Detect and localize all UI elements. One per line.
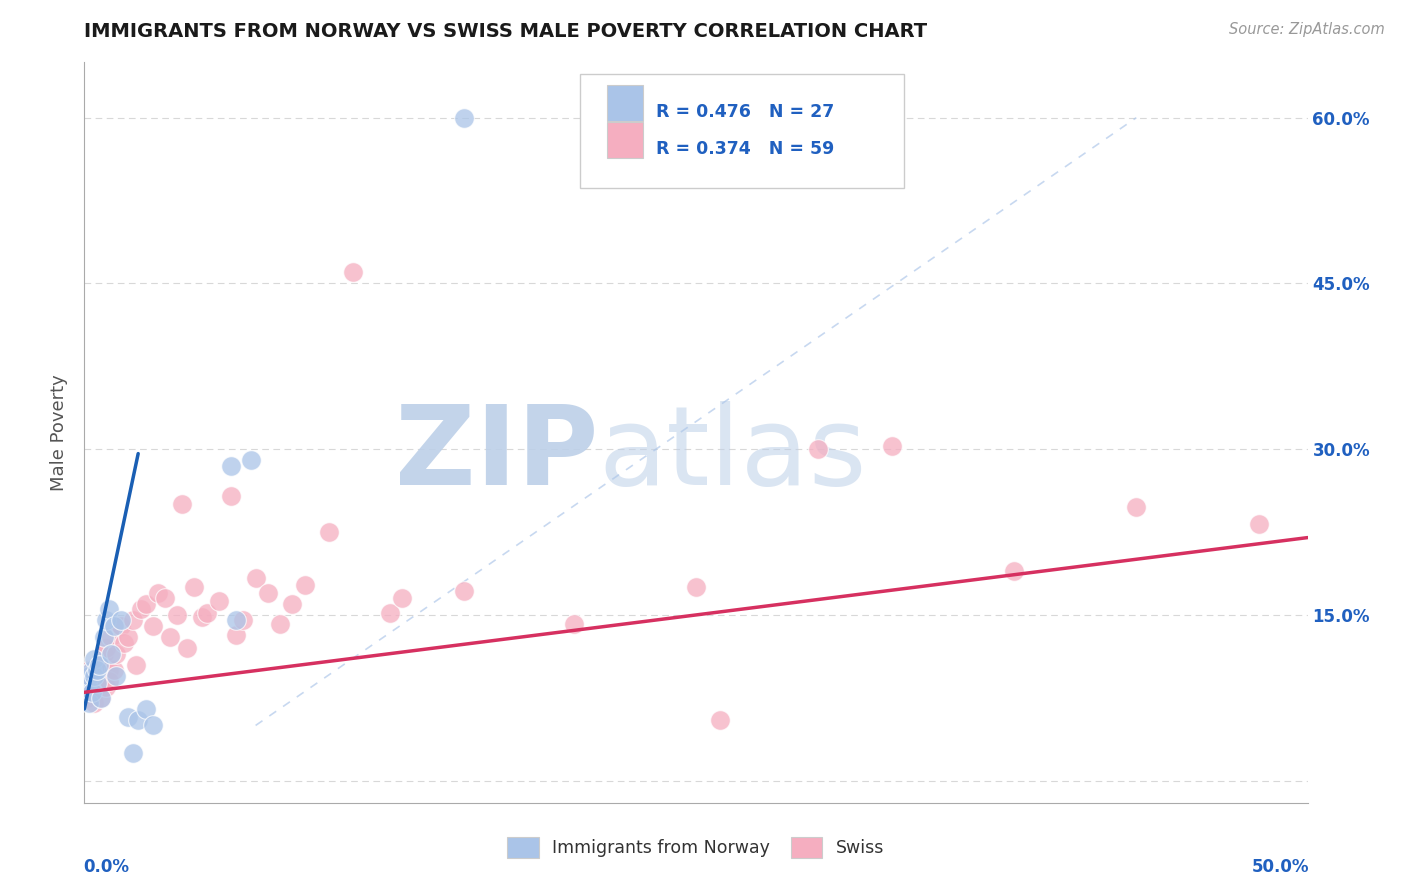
- Point: [183, 580, 205, 594]
- Point: [87, 657, 110, 672]
- Point: [219, 458, 242, 473]
- Text: 0.0%: 0.0%: [83, 858, 129, 876]
- Point: [100, 647, 122, 661]
- Point: [83, 669, 105, 683]
- Point: [318, 524, 340, 539]
- Point: [380, 606, 402, 620]
- Point: [159, 630, 181, 644]
- Bar: [606, 86, 644, 121]
- Point: [110, 614, 132, 628]
- Point: [77, 680, 100, 694]
- Point: [87, 676, 110, 690]
- Y-axis label: Male Poverty: Male Poverty: [51, 375, 69, 491]
- Point: [122, 614, 145, 628]
- Point: [166, 607, 188, 622]
- Point: [77, 669, 100, 683]
- Point: [83, 652, 105, 666]
- Text: atlas: atlas: [598, 401, 866, 508]
- Point: [100, 630, 122, 644]
- Point: [239, 453, 262, 467]
- Point: [83, 669, 105, 683]
- Point: [342, 265, 364, 279]
- Text: IMMIGRANTS FROM NORWAY VS SWISS MALE POVERTY CORRELATION CHART: IMMIGRANTS FROM NORWAY VS SWISS MALE POV…: [84, 22, 928, 41]
- Point: [208, 593, 231, 607]
- Point: [93, 647, 115, 661]
- Point: [453, 583, 475, 598]
- Point: [135, 702, 157, 716]
- Point: [125, 657, 148, 672]
- Point: [225, 614, 247, 628]
- Point: [90, 690, 112, 705]
- Text: 50.0%: 50.0%: [1251, 858, 1309, 876]
- Point: [77, 663, 100, 677]
- Point: [97, 674, 120, 689]
- Point: [76, 674, 98, 689]
- Point: [112, 635, 135, 649]
- Point: [1125, 500, 1147, 514]
- Point: [142, 718, 165, 732]
- Point: [880, 439, 903, 453]
- Point: [129, 602, 152, 616]
- Point: [1002, 564, 1025, 578]
- Point: [96, 680, 118, 694]
- Point: [562, 616, 585, 631]
- Point: [86, 676, 108, 690]
- Point: [807, 442, 830, 457]
- Point: [93, 630, 115, 644]
- Point: [176, 641, 198, 656]
- Point: [122, 746, 145, 760]
- Point: [135, 597, 157, 611]
- Point: [391, 591, 413, 606]
- Point: [80, 663, 103, 677]
- Point: [103, 619, 125, 633]
- Point: [103, 663, 125, 677]
- Text: ZIP: ZIP: [395, 401, 598, 508]
- Point: [97, 602, 120, 616]
- Point: [257, 586, 280, 600]
- Point: [709, 713, 731, 727]
- Point: [110, 619, 132, 633]
- Point: [80, 685, 103, 699]
- Point: [90, 690, 112, 705]
- Point: [269, 616, 291, 631]
- Point: [105, 647, 128, 661]
- Point: [90, 669, 112, 683]
- Point: [86, 663, 108, 677]
- Point: [127, 713, 149, 727]
- Point: [117, 630, 139, 644]
- Point: [294, 578, 316, 592]
- Point: [105, 669, 128, 683]
- Point: [685, 580, 707, 594]
- Point: [96, 641, 118, 656]
- Point: [245, 572, 267, 586]
- Bar: [606, 122, 644, 158]
- Point: [146, 586, 169, 600]
- Point: [172, 498, 194, 512]
- Point: [153, 591, 176, 606]
- Point: [219, 489, 242, 503]
- Point: [117, 709, 139, 723]
- Point: [83, 697, 105, 711]
- Point: [142, 619, 165, 633]
- Point: [77, 697, 100, 711]
- Text: R = 0.374   N = 59: R = 0.374 N = 59: [655, 140, 834, 158]
- Point: [1247, 517, 1270, 532]
- Point: [232, 614, 254, 628]
- Point: [453, 111, 475, 125]
- Point: [80, 685, 103, 699]
- Legend: Immigrants from Norway, Swiss: Immigrants from Norway, Swiss: [501, 830, 891, 864]
- Point: [97, 663, 120, 677]
- Point: [86, 674, 108, 689]
- Point: [93, 657, 115, 672]
- Point: [195, 606, 218, 620]
- Text: R = 0.476   N = 27: R = 0.476 N = 27: [655, 103, 834, 121]
- Point: [225, 628, 247, 642]
- Point: [76, 690, 98, 705]
- FancyBboxPatch shape: [579, 73, 904, 188]
- Point: [87, 663, 110, 677]
- Point: [281, 597, 304, 611]
- Text: Source: ZipAtlas.com: Source: ZipAtlas.com: [1229, 22, 1385, 37]
- Point: [191, 610, 214, 624]
- Point: [96, 614, 118, 628]
